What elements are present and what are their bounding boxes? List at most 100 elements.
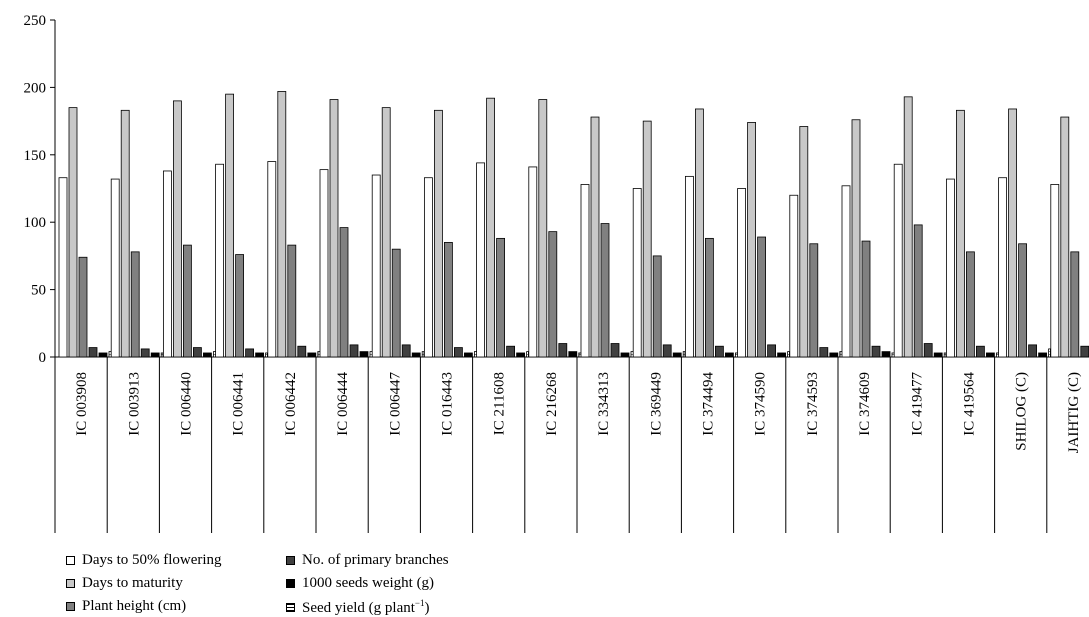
y-tick-label: 200	[24, 80, 47, 96]
bar	[477, 163, 485, 357]
category-label: IC 374609	[857, 372, 873, 436]
bar	[872, 346, 880, 357]
bar	[1029, 345, 1037, 357]
y-tick-label: 0	[39, 350, 47, 366]
bar	[434, 110, 442, 357]
bar	[278, 91, 286, 357]
y-tick-label: 150	[24, 148, 47, 164]
bar	[330, 100, 338, 357]
bar	[464, 353, 472, 357]
bar	[830, 353, 838, 357]
legend-item-branches: No. of primary branches	[286, 552, 449, 569]
legend-label-seed-yield: Seed yield (g plant−1)	[302, 598, 429, 617]
bar	[862, 241, 870, 357]
bar	[643, 121, 651, 357]
category-label: IC 006440	[179, 372, 195, 436]
bar	[725, 353, 733, 357]
legend-swatch-plant-height	[66, 602, 75, 611]
bar	[1051, 184, 1059, 357]
bar	[320, 170, 328, 357]
bar	[151, 353, 159, 357]
bar	[790, 195, 798, 357]
bar	[715, 346, 723, 357]
bar	[89, 348, 97, 357]
category-label: IC 016443	[440, 372, 456, 436]
bar	[882, 352, 890, 357]
bar	[372, 175, 380, 357]
category-label: IC 334313	[596, 372, 612, 436]
bar	[810, 244, 818, 357]
bar	[914, 225, 922, 357]
bar	[758, 237, 766, 357]
bar	[663, 345, 671, 357]
category-label: IC 374590	[753, 372, 769, 436]
bar	[412, 353, 420, 357]
bar	[842, 186, 850, 357]
bar	[454, 348, 462, 357]
bar	[976, 346, 984, 357]
bar	[768, 345, 776, 357]
bar	[360, 352, 368, 357]
legend-item-seed-yield: Seed yield (g plant−1)	[286, 598, 429, 617]
legend-swatch-flowering	[66, 556, 75, 565]
legend-item-flowering: Days to 50% flowering	[66, 552, 222, 569]
bar	[1009, 109, 1017, 357]
bar	[141, 349, 149, 357]
bar	[350, 345, 358, 357]
category-label: IC 003908	[74, 372, 90, 436]
bar	[507, 346, 515, 357]
legend-swatch-seed-weight	[286, 579, 295, 588]
bar	[695, 109, 703, 357]
bar	[308, 353, 316, 357]
bar	[581, 184, 589, 357]
category-label: IC 374494	[701, 372, 717, 436]
bar	[268, 162, 276, 357]
bar	[748, 122, 756, 357]
category-label: IC 374593	[805, 372, 821, 436]
bar	[59, 178, 67, 357]
bar	[966, 252, 974, 357]
bar	[956, 110, 964, 357]
bar	[894, 164, 902, 357]
bar	[820, 348, 828, 357]
bar	[1081, 346, 1089, 357]
category-label: IC 006442	[283, 372, 299, 436]
legend-label-plant-height: Plant height (cm)	[82, 598, 186, 615]
bar	[382, 108, 390, 357]
bar	[131, 252, 139, 357]
category-label: IC 003913	[126, 372, 142, 436]
bar	[173, 101, 181, 357]
bar	[621, 353, 629, 357]
bar	[203, 353, 211, 357]
bar	[611, 344, 619, 357]
bar	[298, 346, 306, 357]
bar	[1019, 244, 1027, 357]
bar	[1061, 117, 1069, 357]
bar	[934, 353, 942, 357]
bar	[497, 238, 505, 357]
bar	[800, 126, 808, 357]
bar	[738, 189, 746, 358]
bar	[529, 167, 537, 357]
legend-label-flowering: Days to 50% flowering	[82, 552, 222, 569]
category-label: IC 419477	[909, 372, 925, 436]
bar	[79, 257, 87, 357]
legend-swatch-maturity	[66, 579, 75, 588]
bar	[402, 345, 410, 357]
bar	[216, 164, 224, 357]
bar	[539, 100, 547, 357]
bar	[444, 242, 452, 357]
bar	[236, 255, 244, 357]
legend-label-maturity: Days to maturity	[82, 575, 183, 592]
bar	[591, 117, 599, 357]
bar	[487, 98, 495, 357]
category-label: JAIHTIG (C)	[1066, 372, 1082, 453]
bar	[904, 97, 912, 357]
legend-item-seed-weight: 1000 seeds weight (g)	[286, 575, 434, 592]
category-label: IC 419564	[962, 372, 978, 436]
bar	[653, 256, 661, 357]
bar	[163, 171, 171, 357]
bar	[246, 349, 254, 357]
legend-swatch-seed-yield	[286, 603, 295, 612]
